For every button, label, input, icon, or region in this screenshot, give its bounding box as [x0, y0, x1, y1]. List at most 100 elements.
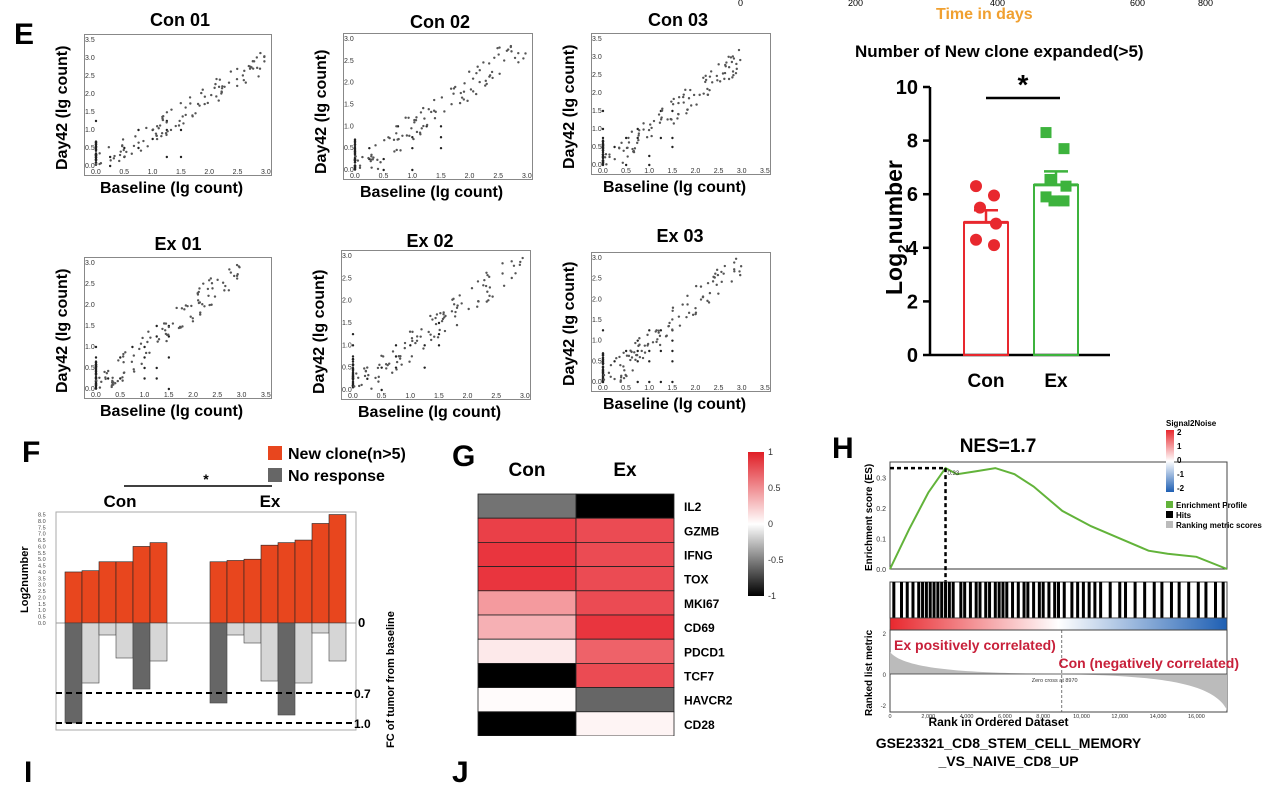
scatter-point: [631, 369, 634, 372]
legend-label: Hits: [1176, 511, 1192, 520]
scatter-point: [488, 294, 491, 298]
scatter-point: [636, 339, 639, 342]
bar-point: [1058, 143, 1070, 155]
scatter-point: [476, 305, 479, 308]
scatter-point: [157, 127, 160, 130]
scatter-point: [123, 146, 126, 150]
scatter-point: [198, 287, 201, 290]
scatter-point: [724, 63, 727, 67]
response-bar: [64, 622, 83, 724]
panel-letter-g: G: [452, 440, 476, 473]
scatter-point: [444, 314, 447, 318]
scatter-point: [620, 141, 623, 145]
scatter-xtick: 0.0: [350, 173, 360, 180]
scatter-point: [210, 282, 214, 285]
scatter-point: [235, 263, 239, 267]
signal-tick: 0: [1177, 456, 1182, 465]
scatter-point: [132, 370, 136, 373]
scatter-point: [353, 150, 357, 153]
scatter-point: [353, 160, 357, 164]
scatter-point: [118, 159, 121, 163]
scatter-point: [391, 371, 394, 374]
scatter-point: [419, 111, 423, 114]
scatter-point: [425, 123, 429, 127]
scatter-point: [216, 278, 219, 282]
scatter-point: [203, 305, 206, 308]
scatter-point: [385, 367, 388, 370]
scatter-point: [367, 373, 370, 377]
scatter-point: [351, 360, 355, 363]
scatter-point: [221, 281, 225, 284]
scatter-point: [214, 82, 217, 86]
top-tick: 400: [990, 0, 1006, 8]
scatter-point: [167, 387, 171, 391]
scatter-point: [398, 357, 402, 360]
scatter-xtick: 3.0: [522, 173, 532, 180]
scatter-point: [158, 124, 162, 127]
scatter-point: [627, 136, 630, 140]
scatter-point: [456, 304, 459, 307]
scatter-xtick: 0.5: [119, 169, 129, 176]
scatter-point: [380, 366, 383, 369]
scatter-point: [626, 146, 629, 149]
scatter-point: [220, 87, 224, 90]
scatter-point: [686, 294, 689, 298]
scatter-point: [94, 345, 98, 349]
heatmap-row-label: IL2: [684, 500, 702, 514]
scatter-point: [206, 101, 209, 105]
scatter-point: [429, 338, 433, 342]
scatter-point: [167, 325, 171, 329]
scatter-point: [167, 356, 171, 359]
scatter-point: [415, 116, 418, 119]
scatter-point: [475, 71, 478, 75]
gsea-xtick: 6,000: [998, 714, 1012, 720]
bar-xtick: Ex: [1044, 371, 1068, 392]
scatter-point: [363, 367, 366, 370]
bar-ylabel-sub: 2: [895, 245, 912, 253]
ref-label: 1.0: [354, 717, 371, 731]
scatter-xtick: 2.0: [691, 168, 701, 175]
scatter-point: [642, 128, 645, 131]
new-clone-bar: [149, 542, 168, 624]
scatter-point: [98, 152, 101, 155]
scatter-xtick: 2.5: [491, 393, 501, 400]
scatter-point: [106, 377, 110, 380]
scatter-point: [641, 356, 645, 360]
scatter-point: [94, 141, 98, 144]
scatter-point: [124, 351, 127, 354]
scatter-ytick: 1.0: [342, 342, 352, 349]
scatter-point: [722, 272, 725, 275]
heatmap-cell: [575, 662, 675, 688]
pos-corr-label: Ex positively correlated): [894, 637, 1056, 653]
scatter-xtick: 1.5: [667, 385, 677, 392]
scatter-point: [601, 362, 605, 366]
scatter-point: [458, 101, 462, 105]
scatter-point: [601, 109, 605, 113]
bar-point: [1044, 173, 1056, 185]
scatter-xlabel: Baseline (lg count): [603, 396, 747, 413]
scatter-xtick: 2.0: [465, 173, 475, 180]
scatter-xtick: 3.0: [737, 385, 747, 392]
rank-ytick: 0: [883, 673, 887, 679]
scatter-point: [415, 335, 419, 338]
scatter-point: [429, 314, 432, 318]
scatter-point: [484, 79, 487, 83]
scatter-point: [263, 60, 266, 63]
gsea-xtick: 14,000: [1150, 714, 1167, 720]
scatter-point: [715, 74, 719, 78]
heatmap-row-label: CD69: [684, 621, 715, 635]
scatter-point: [637, 138, 640, 142]
heatmap-cell: [477, 638, 577, 664]
scatter-point: [485, 82, 488, 86]
legend-label: No response: [288, 468, 385, 485]
bar-chart-title: Number of New clone expanded(>5): [855, 42, 1144, 61]
scatter-point: [512, 264, 516, 267]
scatter-point: [94, 370, 98, 373]
scatter-point: [395, 360, 399, 364]
scatter-point: [648, 349, 651, 353]
waterfall-ytick: 7.0: [38, 532, 46, 538]
response-bar: [98, 622, 117, 636]
scatter-xtick: 2.5: [233, 169, 243, 176]
scatter-xtick: 3.5: [760, 385, 770, 392]
scatter-point: [636, 136, 639, 140]
